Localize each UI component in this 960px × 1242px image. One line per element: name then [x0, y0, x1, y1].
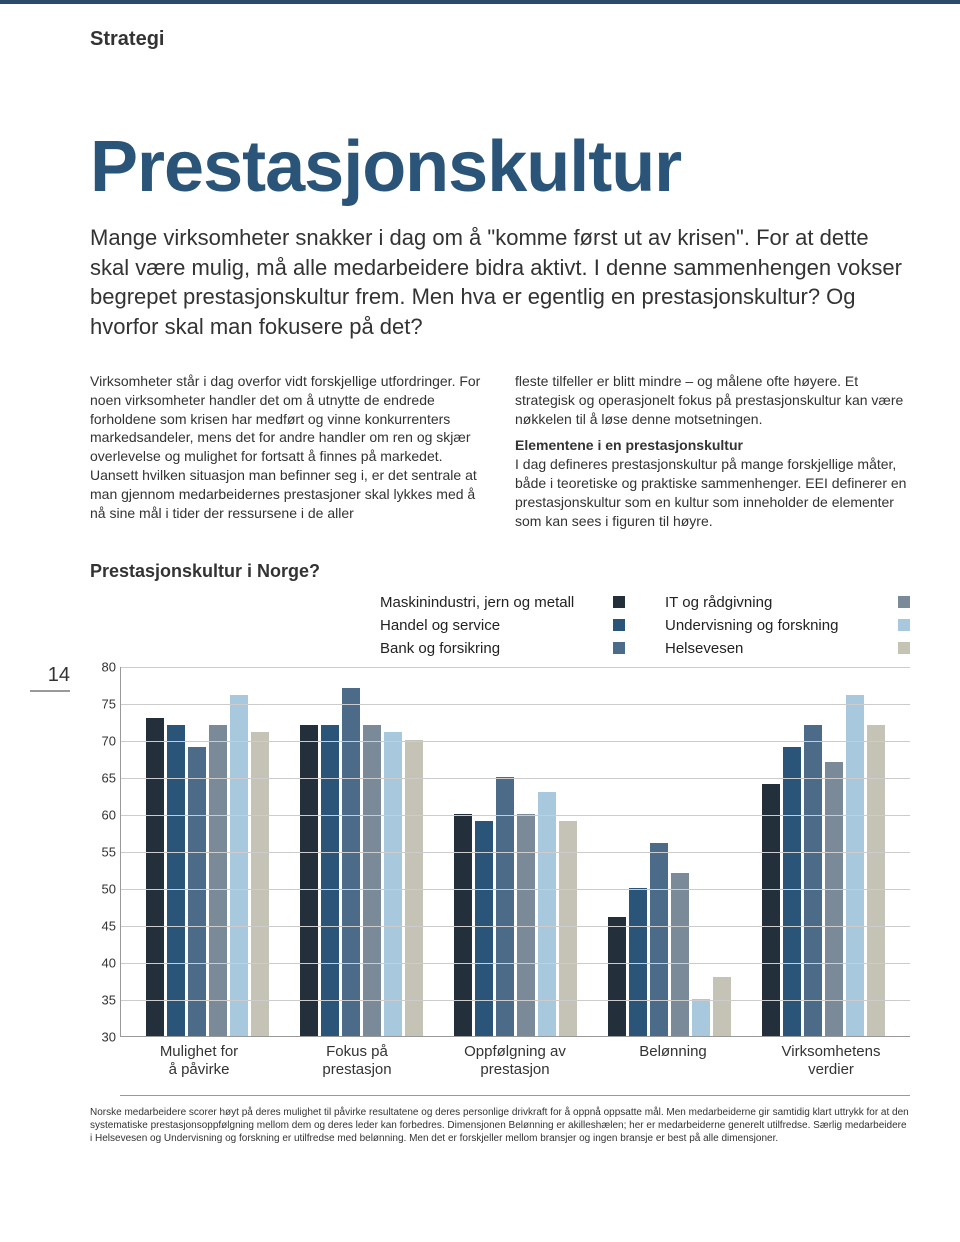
bar-chart: 3035404550556065707580 Mulighet forå påv… [90, 667, 910, 1096]
bar [230, 695, 248, 1035]
gridline [121, 889, 910, 890]
x-axis-label: Mulighet forå påvirke [120, 1043, 278, 1079]
y-axis-label: 50 [91, 881, 116, 896]
gridline [121, 1000, 910, 1001]
bar [825, 762, 843, 1036]
chart-title: Prestasjonskultur i Norge? [90, 561, 910, 582]
legend-swatch [613, 642, 625, 654]
gridline [121, 963, 910, 964]
bar [713, 977, 731, 1036]
chart-bottom-rule [120, 1095, 910, 1096]
page-number: 14 [30, 664, 70, 692]
y-axis-label: 80 [91, 659, 116, 674]
gridline [121, 667, 910, 668]
chart-legend: Maskinindustri, jern og metall Handel og … [90, 594, 910, 657]
bar [783, 747, 801, 1036]
bar [692, 999, 710, 1036]
legend-swatch [898, 642, 910, 654]
x-axis-label: Virksomhetensverdier [752, 1043, 910, 1079]
y-axis-label: 65 [91, 770, 116, 785]
legend-label: IT og rådgivning [665, 594, 772, 611]
legend-column: IT og rådgivning Undervisning og forsknin… [665, 594, 910, 657]
legend-label: Maskinindustri, jern og metall [380, 594, 574, 611]
lead-paragraph: Mange virksomheter snakker i dag om å "k… [90, 223, 910, 342]
legend-column: Maskinindustri, jern og metall Handel og … [380, 594, 625, 657]
bar-group [762, 695, 885, 1035]
y-axis-label: 70 [91, 733, 116, 748]
gridline [121, 815, 910, 816]
y-axis-label: 75 [91, 696, 116, 711]
x-axis-label: Oppfølgning avprestasjon [436, 1043, 594, 1079]
bar-group [608, 843, 731, 1035]
body-col-left-text: Virksomheter står i dag overfor vidt for… [90, 373, 480, 521]
legend-label: Undervisning og forskning [665, 617, 838, 634]
gridline [121, 704, 910, 705]
gridline [121, 926, 910, 927]
bar [475, 821, 493, 1036]
chart-plot-area: 3035404550556065707580 [120, 667, 910, 1037]
bar [650, 843, 668, 1035]
page-content: Strategi Prestasjonskultur Mange virksom… [0, 4, 960, 1175]
y-axis-label: 55 [91, 844, 116, 859]
y-axis-label: 40 [91, 955, 116, 970]
y-axis-label: 30 [91, 1029, 116, 1044]
bar [363, 725, 381, 1036]
legend-swatch [613, 619, 625, 631]
bar [559, 821, 577, 1036]
legend-item: Maskinindustri, jern og metall [380, 594, 625, 611]
x-axis-labels: Mulighet forå påvirkeFokus påprestasjonO… [120, 1043, 910, 1079]
legend-item: Helsevesen [665, 640, 910, 657]
body-col-right-text-a: fleste tilfeller er blitt mindre – og må… [515, 373, 903, 427]
x-axis-label: Belønning [594, 1043, 752, 1079]
bar [209, 725, 227, 1036]
bar [454, 814, 472, 1036]
bar [405, 740, 423, 1036]
headline: Prestasjonskultur [90, 131, 910, 203]
gridline [121, 741, 910, 742]
x-axis-label: Fokus påprestasjon [278, 1043, 436, 1079]
chart-footnote: Norske medarbeidere scorer høyt på deres… [90, 1106, 910, 1145]
legend-label: Bank og forsikring [380, 640, 500, 657]
bar [300, 725, 318, 1036]
gridline [121, 852, 910, 853]
bar [608, 917, 626, 1035]
bar [188, 747, 206, 1036]
body-col-right-text-b: I dag defineres prestasjonskultur på man… [515, 456, 906, 529]
bar [629, 888, 647, 1036]
bar [671, 873, 689, 1036]
body-col-right: fleste tilfeller er blitt mindre – og må… [515, 372, 910, 531]
y-axis-label: 35 [91, 992, 116, 1007]
bar [804, 725, 822, 1036]
bar-group [146, 695, 269, 1035]
y-axis-label: 60 [91, 807, 116, 822]
section-label: Strategi [90, 28, 910, 51]
bar [846, 695, 864, 1035]
bar [867, 725, 885, 1036]
bar [762, 784, 780, 1036]
legend-label: Handel og service [380, 617, 500, 634]
bar [146, 718, 164, 1036]
legend-label: Helsevesen [665, 640, 743, 657]
legend-item: Undervisning og forskning [665, 617, 910, 634]
bar [321, 725, 339, 1036]
legend-item: Bank og forsikring [380, 640, 625, 657]
body-subhead: Elementene i en prestasjonskultur [515, 436, 910, 455]
legend-item: Handel og service [380, 617, 625, 634]
body-col-left: Virksomheter står i dag overfor vidt for… [90, 372, 485, 531]
bar [517, 814, 535, 1036]
bar [167, 725, 185, 1036]
legend-swatch [898, 619, 910, 631]
gridline [121, 778, 910, 779]
y-axis-label: 45 [91, 918, 116, 933]
legend-swatch [898, 596, 910, 608]
legend-swatch [613, 596, 625, 608]
body-columns: Virksomheter står i dag overfor vidt for… [90, 372, 910, 531]
legend-item: IT og rådgivning [665, 594, 910, 611]
